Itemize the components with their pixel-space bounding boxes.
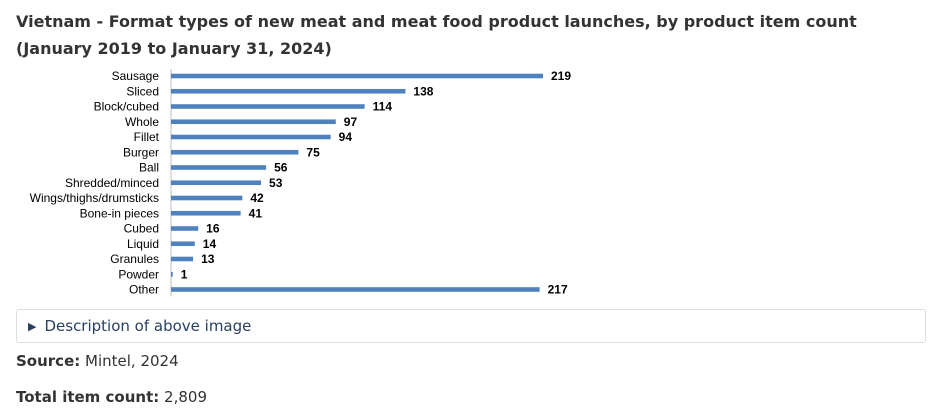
bar [171, 73, 543, 79]
triangle-right-icon: ▶ [28, 320, 37, 333]
category-label: Whole [125, 115, 159, 129]
data-label: 14 [203, 237, 217, 251]
bar [171, 180, 262, 186]
bar [171, 165, 267, 170]
category-label: Granules [110, 252, 159, 266]
data-label: 53 [269, 176, 283, 190]
source-label: Source: [16, 352, 81, 370]
source-line: Source: Mintel, 2024 [16, 352, 179, 370]
data-label: 94 [339, 130, 353, 144]
bar [171, 149, 299, 155]
data-label: 16 [206, 222, 220, 236]
category-label: Bone-in pieces [80, 206, 159, 220]
bar [171, 195, 243, 201]
bar [171, 210, 241, 216]
category-label: Ball [139, 161, 159, 175]
category-label: Wings/thighs/drumsticks [30, 191, 159, 205]
data-label: 217 [548, 283, 568, 297]
data-label: 75 [306, 145, 320, 159]
data-label: 97 [344, 115, 358, 129]
data-label: 41 [249, 206, 263, 220]
bar [171, 271, 173, 277]
details-summary[interactable]: ▶ Description of above image [28, 317, 251, 335]
category-label: Block/cubed [94, 100, 159, 114]
chart-title: Vietnam - Format types of new meat and m… [16, 12, 857, 58]
data-label: 13 [201, 252, 215, 266]
category-label: Sliced [126, 84, 159, 98]
data-label: 42 [250, 191, 264, 205]
bar [171, 241, 195, 247]
category-label: Powder [118, 267, 159, 281]
total-label: Total item count: [16, 388, 160, 406]
category-label: Shredded/minced [65, 176, 159, 190]
bar [171, 119, 336, 125]
category-label: Other [129, 283, 159, 297]
category-label: Liquid [127, 237, 159, 251]
data-label: 56 [274, 161, 288, 175]
total-value: 2,809 [164, 388, 207, 406]
data-label: 138 [413, 84, 433, 98]
data-label: 219 [551, 69, 571, 83]
source-value: Mintel, 2024 [85, 352, 179, 370]
details-summary-label: Description of above image [44, 317, 252, 335]
bar [171, 88, 406, 94]
image-description-toggle[interactable]: ▶ Description of above image [16, 309, 926, 343]
category-label: Sausage [112, 69, 160, 83]
data-label: 114 [373, 100, 393, 114]
bar [171, 226, 199, 231]
data-label: 1 [181, 267, 188, 281]
bar [171, 287, 540, 292]
category-label: Fillet [134, 130, 160, 144]
category-label: Cubed [124, 222, 159, 236]
bar [171, 134, 331, 140]
bar [171, 104, 365, 109]
category-label: Burger [123, 145, 159, 159]
bar [171, 256, 194, 262]
total-item-count: Total item count: 2,809 [16, 388, 207, 406]
